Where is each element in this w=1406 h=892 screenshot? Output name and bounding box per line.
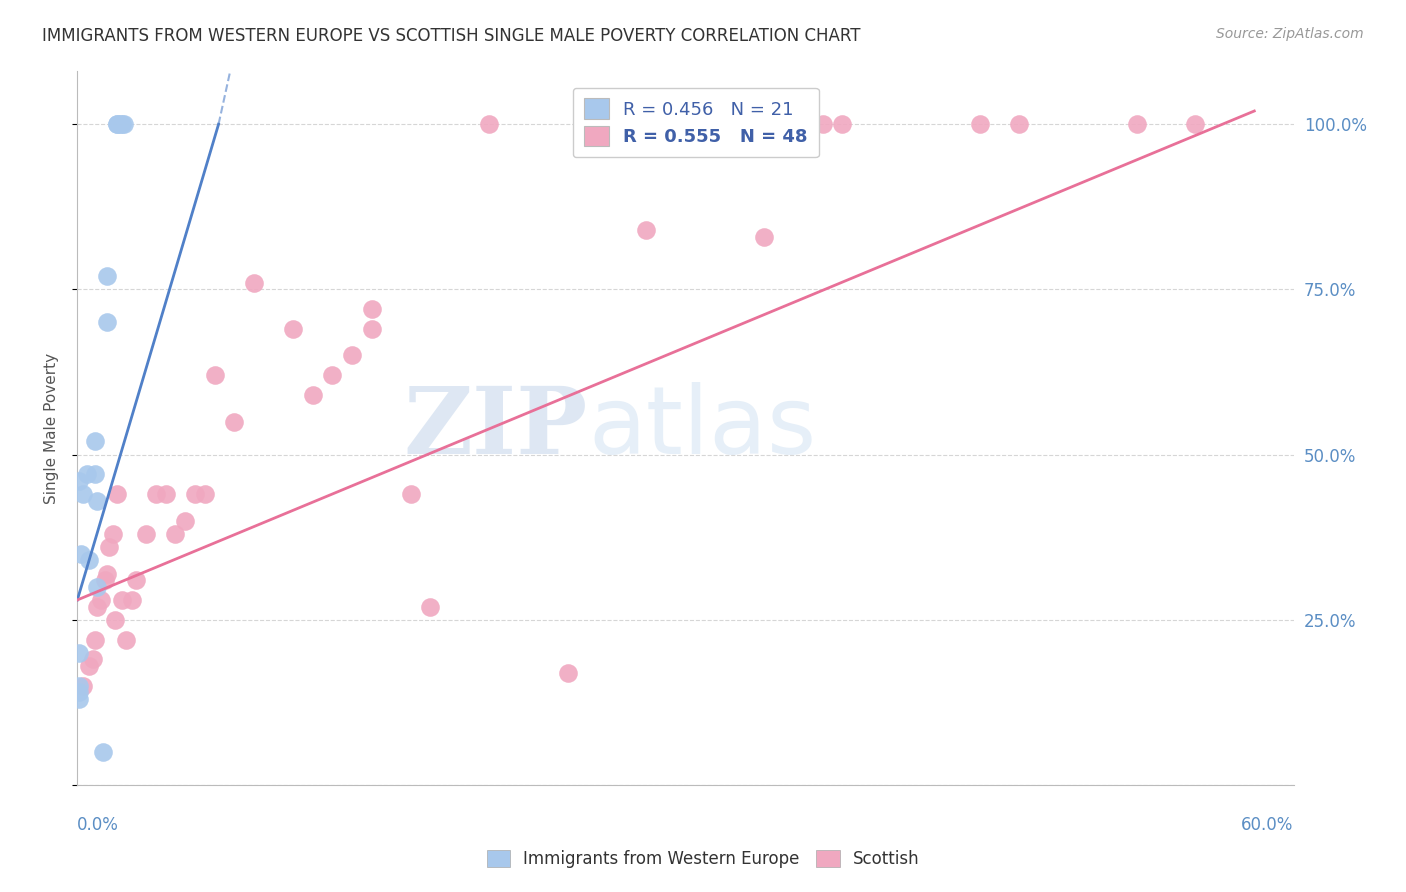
Point: [1125, 117, 1147, 131]
Point: [86, 493, 108, 508]
Text: atlas: atlas: [588, 382, 817, 475]
Point: [360, 322, 382, 336]
Point: [111, 593, 134, 607]
Point: [111, 117, 134, 131]
Point: [84, 434, 107, 449]
Point: [84, 632, 107, 647]
Point: [97, 540, 120, 554]
Point: [616, 117, 638, 131]
Point: [121, 593, 143, 607]
Point: [82, 652, 104, 666]
Point: [72, 679, 94, 693]
Point: [693, 117, 716, 131]
Point: [67, 646, 90, 660]
Point: [101, 527, 124, 541]
Point: [184, 487, 207, 501]
Point: [67, 692, 90, 706]
Point: [67, 679, 90, 693]
Point: [110, 117, 132, 131]
Point: [811, 117, 834, 131]
Point: [96, 269, 118, 284]
Point: [478, 117, 501, 131]
Point: [1184, 117, 1206, 131]
Point: [77, 553, 100, 567]
Point: [90, 593, 112, 607]
Text: 0.0%: 0.0%: [77, 816, 120, 834]
Point: [112, 117, 135, 131]
Point: [281, 322, 304, 336]
Point: [105, 487, 128, 501]
Point: [76, 467, 98, 482]
Point: [86, 580, 108, 594]
Point: [105, 117, 128, 131]
Point: [104, 613, 127, 627]
Point: [243, 276, 266, 290]
Point: [224, 415, 246, 429]
Point: [94, 573, 117, 587]
Text: Source: ZipAtlas.com: Source: ZipAtlas.com: [1216, 27, 1364, 41]
Point: [70, 547, 93, 561]
Point: [115, 632, 138, 647]
Point: [86, 599, 108, 614]
Point: [399, 487, 422, 501]
Text: ZIP: ZIP: [404, 384, 588, 473]
Point: [301, 388, 323, 402]
Legend: Immigrants from Western Europe, Scottish: Immigrants from Western Europe, Scottish: [479, 843, 927, 875]
Point: [675, 117, 697, 131]
Y-axis label: Single Male Poverty: Single Male Poverty: [44, 352, 59, 504]
Point: [135, 527, 157, 541]
Point: [96, 566, 118, 581]
Point: [155, 487, 177, 501]
Legend: R = 0.456   N = 21, R = 0.555   N = 48: R = 0.456 N = 21, R = 0.555 N = 48: [572, 87, 818, 157]
Point: [321, 368, 343, 383]
Point: [72, 487, 94, 501]
Point: [145, 487, 167, 501]
Point: [194, 487, 217, 501]
Point: [752, 229, 775, 244]
Point: [204, 368, 226, 383]
Point: [91, 745, 114, 759]
Point: [340, 349, 363, 363]
Point: [77, 659, 100, 673]
Point: [67, 685, 90, 699]
Point: [693, 117, 716, 131]
Text: IMMIGRANTS FROM WESTERN EUROPE VS SCOTTISH SINGLE MALE POVERTY CORRELATION CHART: IMMIGRANTS FROM WESTERN EUROPE VS SCOTTI…: [42, 27, 860, 45]
Point: [84, 467, 107, 482]
Point: [1008, 117, 1031, 131]
Point: [831, 117, 853, 131]
Point: [419, 599, 441, 614]
Point: [360, 302, 382, 317]
Point: [67, 474, 90, 488]
Point: [969, 117, 991, 131]
Point: [125, 573, 148, 587]
Point: [105, 117, 128, 131]
Point: [165, 527, 187, 541]
Point: [636, 223, 658, 237]
Point: [174, 514, 197, 528]
Point: [96, 315, 118, 329]
Text: 60.0%: 60.0%: [1241, 816, 1294, 834]
Point: [557, 665, 579, 680]
